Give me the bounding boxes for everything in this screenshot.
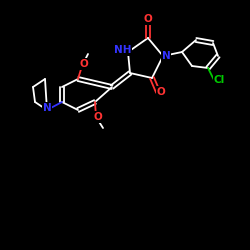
Text: O: O [144, 14, 152, 24]
Text: O: O [94, 112, 102, 122]
Text: O: O [156, 87, 166, 97]
Text: Cl: Cl [214, 75, 224, 85]
Text: N: N [42, 103, 51, 113]
Text: O: O [80, 59, 88, 69]
Text: N: N [162, 51, 170, 61]
Text: NH: NH [114, 45, 132, 55]
